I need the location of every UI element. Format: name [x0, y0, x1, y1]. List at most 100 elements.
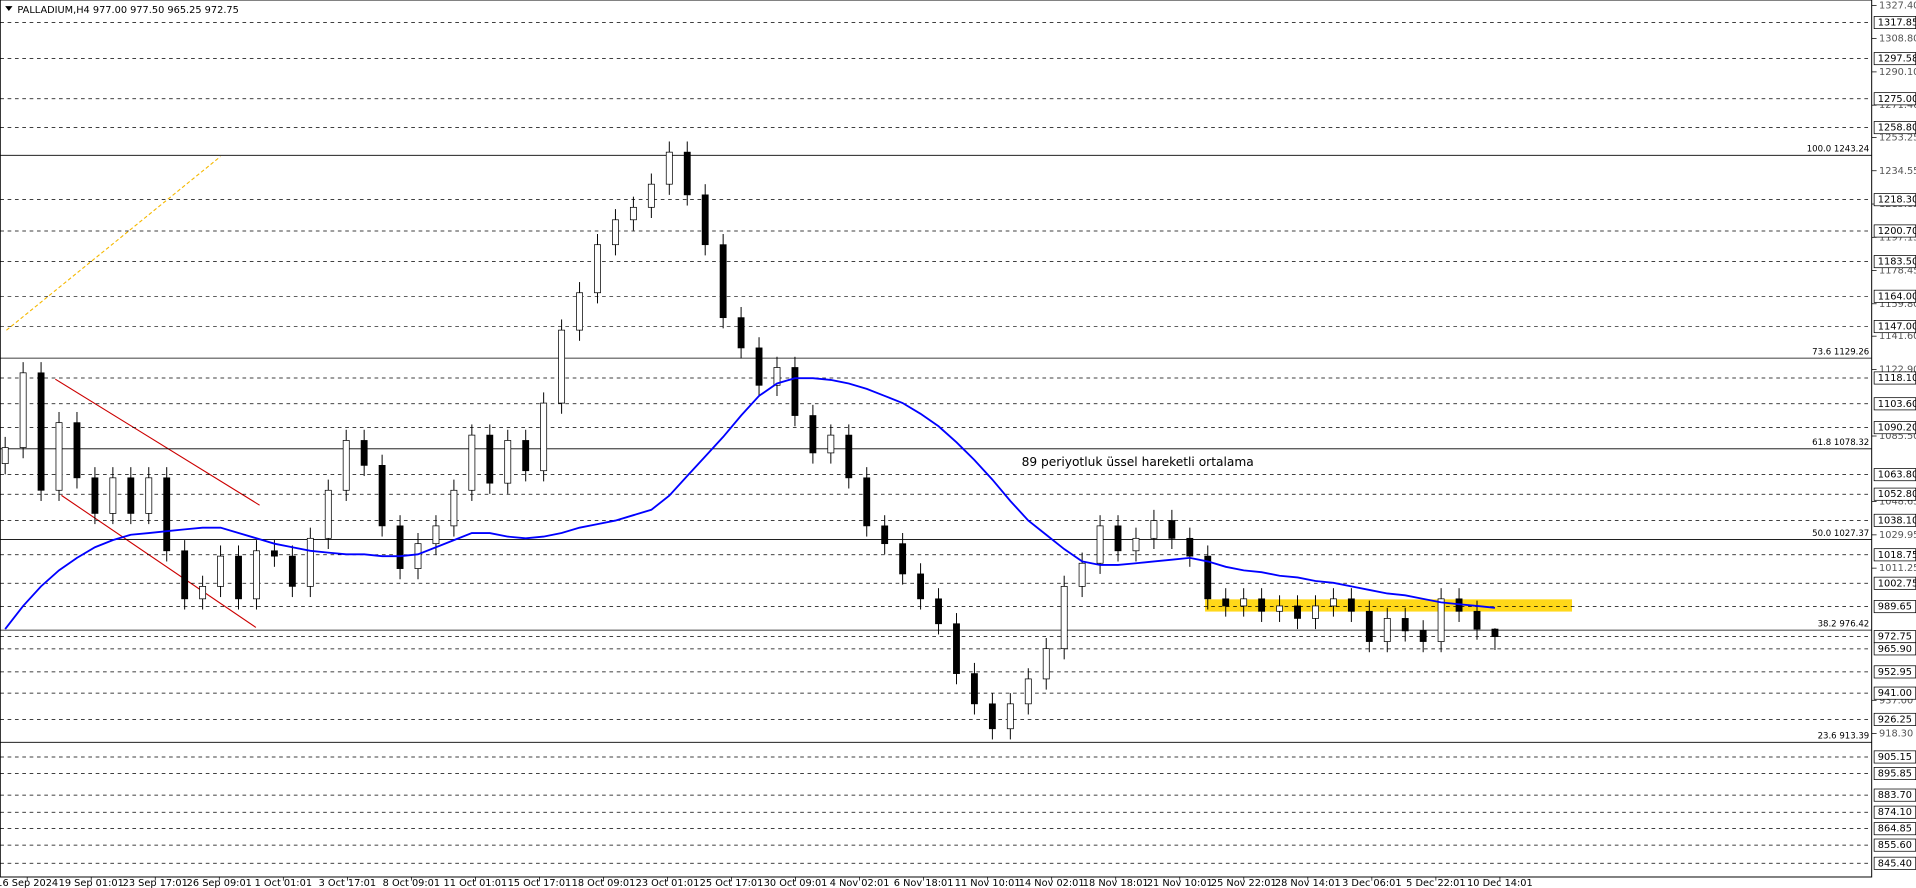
level-label: 1118.10 — [1878, 373, 1916, 384]
candle-body — [109, 477, 117, 514]
candle-body — [127, 477, 135, 514]
x-tick-label: 3 Dec 06:01 — [1342, 878, 1401, 888]
y-tick-label: 1141.60 — [1879, 331, 1916, 342]
candle-body — [414, 543, 422, 569]
x-tick-label: 11 Nov 10:01 — [955, 878, 1021, 888]
candle-body — [719, 244, 727, 319]
fib-label: 61.8 1078.32 — [1812, 438, 1869, 448]
level-label: 965.90 — [1878, 644, 1912, 655]
x-tick-label: 4 Nov 02:01 — [830, 878, 890, 888]
y-tick-label: 1308.80 — [1879, 34, 1916, 45]
ema-line — [4, 377, 1496, 630]
level-label: 1147.00 — [1878, 322, 1916, 333]
candle-body — [612, 219, 619, 246]
candle-body — [917, 573, 925, 600]
level-label: 989.65 — [1878, 602, 1912, 613]
candle-body — [1240, 598, 1248, 607]
candle-body — [1473, 610, 1481, 630]
x-tick-label: 28 Nov 14:01 — [1275, 878, 1341, 888]
candle-body — [737, 317, 745, 349]
chart-title: PALLADIUM,H4 977.00 977.50 965.25 972.75 — [17, 5, 238, 16]
candle-body — [683, 151, 691, 196]
x-tick-label: 3 Oct 17:01 — [319, 878, 376, 888]
candle-body — [899, 543, 907, 575]
candle-body — [1060, 586, 1068, 650]
candle-body — [647, 183, 655, 208]
level-label: 864.85 — [1878, 824, 1912, 835]
candle-body — [324, 489, 332, 539]
candle-body — [1419, 630, 1427, 642]
candle-body — [1258, 598, 1266, 612]
candle-body — [1186, 537, 1194, 557]
level-label: 855.60 — [1878, 840, 1912, 851]
level-label: 1052.80 — [1878, 489, 1916, 500]
level-label: 972.75 — [1878, 632, 1912, 643]
fib-label: 100.0 1243.24 — [1807, 145, 1870, 155]
candle-body — [935, 598, 942, 625]
level-label: 1183.50 — [1878, 257, 1916, 268]
level-label: 926.25 — [1878, 714, 1912, 725]
candle-body — [288, 555, 296, 587]
x-tick-label: 19 Sep 01:01 — [59, 878, 124, 888]
candle-body — [1204, 555, 1212, 600]
candle-body — [450, 489, 458, 527]
candle-body — [576, 292, 583, 331]
candle-body — [360, 440, 368, 466]
candle-body — [270, 550, 278, 557]
candle-body — [1042, 648, 1050, 680]
y-tick-label: 1159.80 — [1879, 299, 1916, 310]
level-label: 1063.80 — [1878, 470, 1916, 481]
title-arrow — [5, 6, 13, 12]
x-tick-label: 23 Sep 17:01 — [123, 878, 188, 888]
y-tick-label: 1271.40 — [1879, 100, 1916, 111]
candle-body — [1096, 525, 1104, 564]
x-tick-label: 21 Nov 10:01 — [1147, 878, 1213, 888]
candle-body — [1, 447, 9, 464]
candle-body — [342, 440, 350, 491]
level-label: 883.70 — [1878, 790, 1912, 801]
candle-body — [217, 555, 224, 587]
level-label: 845.40 — [1878, 858, 1912, 869]
candle-body — [1491, 628, 1499, 638]
level-label: 1297.58 — [1878, 54, 1916, 65]
candle-body — [1365, 610, 1373, 642]
level-label: 941.00 — [1878, 688, 1912, 699]
channel-line — [61, 494, 257, 628]
candle-body — [701, 194, 709, 246]
x-tick-label: 26 Sep 09:01 — [187, 878, 252, 888]
candle-body — [19, 372, 27, 448]
candle-body — [1150, 520, 1158, 539]
y-tick-label: 1122.90 — [1879, 364, 1916, 375]
candle-body — [629, 206, 637, 221]
level-label: 874.10 — [1878, 807, 1912, 818]
x-tick-label: 10 Dec 14:01 — [1467, 878, 1533, 888]
level-label: 1018.75 — [1878, 550, 1916, 561]
candle-body — [235, 555, 242, 600]
y-tick-label: 1011.25 — [1879, 563, 1916, 574]
candle-body — [1312, 605, 1319, 619]
y-tick-label: 918.30 — [1879, 729, 1913, 740]
candle-body — [55, 422, 63, 491]
candle-body — [91, 477, 99, 514]
x-tick-label: 23 Oct 01:01 — [636, 878, 700, 888]
annotation: 89 periyotluk üssel hareketli ortalama — [1022, 455, 1254, 469]
candle-body — [1437, 598, 1445, 642]
level-label: 952.95 — [1878, 667, 1912, 678]
candle-body — [1006, 703, 1014, 730]
candle-body — [809, 415, 817, 454]
candle-body — [863, 477, 871, 527]
x-tick-label: 30 Oct 09:01 — [764, 878, 828, 888]
trend-line — [6, 156, 221, 331]
x-tick-label: 25 Oct 17:01 — [700, 878, 764, 888]
candle-body — [845, 434, 853, 479]
candle-body — [378, 465, 386, 527]
y-tick-label: 1029.95 — [1879, 530, 1916, 541]
level-label: 1275.00 — [1878, 94, 1916, 105]
candle-body — [1078, 562, 1086, 587]
level-label: 1090.20 — [1878, 423, 1916, 434]
x-tick-label: 11 Oct 01:01 — [444, 878, 508, 888]
y-tick-label: 1234.55 — [1879, 166, 1916, 177]
candle-body — [1024, 678, 1032, 705]
y-tick-label: 1197.15 — [1879, 232, 1916, 243]
